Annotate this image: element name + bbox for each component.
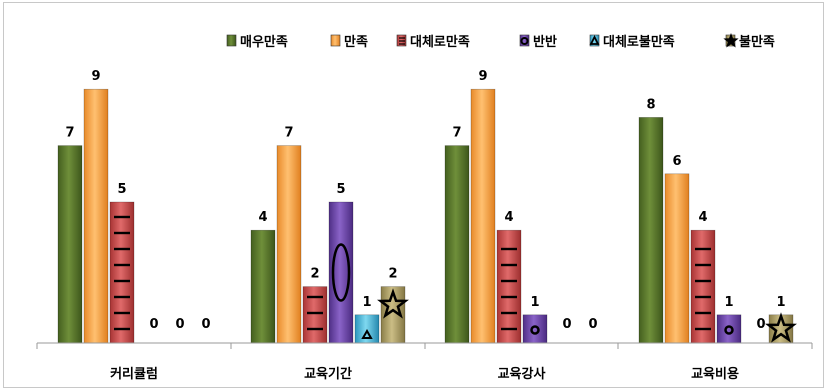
data-label: 0 [562, 317, 571, 332]
legend-swatch [519, 34, 530, 47]
bar [250, 229, 276, 344]
data-label: 1 [530, 295, 539, 310]
data-label: 2 [388, 267, 397, 282]
legend-label: 대체로불만족 [603, 34, 675, 50]
bar [638, 117, 664, 344]
data-label: 4 [504, 210, 513, 225]
bar [276, 145, 302, 344]
bar [522, 314, 548, 344]
data-label: 4 [698, 210, 707, 225]
legend-label: 매우만족 [240, 34, 288, 50]
triangle-icon [361, 328, 373, 339]
bar [444, 145, 470, 344]
category-label: 커리큘럼 [110, 366, 158, 382]
legend-label: 반반 [533, 34, 557, 50]
data-label: 7 [65, 126, 74, 141]
data-label: 0 [756, 317, 765, 332]
x-axis: 커리큘럼 교육기간 교육강사 교육비용 [36, 342, 813, 382]
legend-item: 불만족 [723, 33, 775, 50]
legend-item: 대체로만족 [396, 34, 470, 50]
bar-ring [331, 243, 351, 302]
bar-ring [530, 325, 540, 335]
data-label: 1 [776, 295, 785, 310]
legend-swatch [330, 34, 341, 47]
data-label: 8 [646, 97, 655, 112]
bar [470, 88, 496, 344]
bar [496, 229, 522, 344]
legend-label: 불만족 [739, 34, 775, 50]
data-label: 7 [284, 126, 293, 141]
data-label: 4 [258, 210, 267, 225]
bar [664, 173, 690, 344]
data-label: 6 [672, 154, 681, 169]
star-icon [377, 288, 409, 319]
star-icon [723, 33, 739, 48]
legend-label: 만족 [344, 34, 368, 50]
data-label: 5 [336, 182, 345, 197]
data-label: 0 [149, 317, 158, 332]
category-label: 교육강사 [498, 366, 546, 382]
legend-swatch [226, 34, 237, 47]
bar-ring [724, 325, 734, 335]
category-label: 교육비용 [691, 366, 739, 382]
legend: 매우만족 만족 대체로만족 반반 대체로불만족 불만족 [226, 33, 775, 50]
legend-item: 대체로불만족 [589, 34, 675, 50]
legend-item: 반반 [519, 34, 557, 50]
data-label: 7 [452, 126, 461, 141]
bar [302, 286, 328, 344]
legend-item: 매우만족 [226, 34, 288, 50]
data-label: 2 [310, 267, 319, 282]
data-label: 0 [201, 317, 210, 332]
data-label: 9 [478, 69, 487, 84]
bar [83, 88, 109, 344]
star-icon [765, 312, 797, 343]
legend-item: 만족 [330, 34, 368, 50]
data-label: 5 [117, 182, 126, 197]
bar [57, 145, 83, 344]
data-label: 0 [588, 317, 597, 332]
bar [109, 201, 135, 344]
category-label: 교육기간 [304, 366, 352, 382]
legend-label: 대체로만족 [410, 34, 470, 50]
data-label: 9 [91, 69, 100, 84]
data-label: 0 [175, 317, 184, 332]
data-label: 1 [362, 295, 371, 310]
data-label: 1 [724, 295, 733, 310]
bar [690, 229, 716, 344]
bar [716, 314, 742, 344]
